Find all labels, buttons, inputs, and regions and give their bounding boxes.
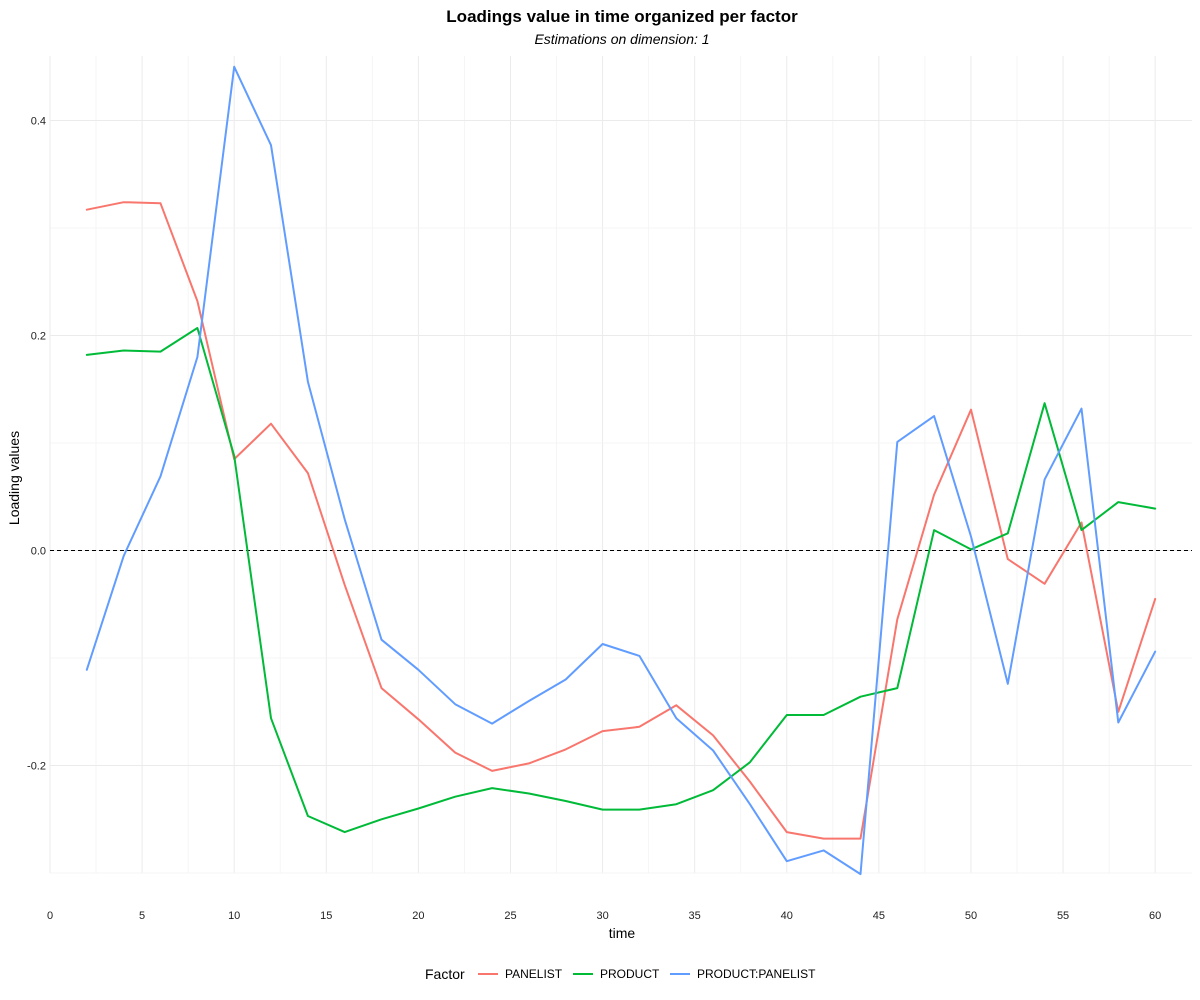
y-tick-label: 0.2 [31, 331, 46, 343]
x-tick-label: 40 [781, 910, 793, 922]
x-tick-label: 50 [965, 910, 977, 922]
x-tick-label: 55 [1057, 910, 1069, 922]
x-axis-label: time [609, 925, 636, 941]
x-tick-label: 20 [412, 910, 424, 922]
x-tick-label: 10 [228, 910, 240, 922]
legend-label-product-panelist: PRODUCT:PANELIST [697, 967, 816, 981]
series-line-product [85, 327, 1157, 834]
x-tick-label: 35 [689, 910, 701, 922]
y-tick-label: -0.2 [27, 761, 46, 773]
series-lines [85, 65, 1157, 876]
y-tick-label: 0.0 [31, 546, 46, 558]
y-axis-ticks: -0.2 0.0 0.2 0.4 [27, 116, 46, 773]
series-line-panelist [85, 201, 1157, 840]
x-tick-label: 15 [320, 910, 332, 922]
legend-label-panelist: PANELIST [505, 967, 563, 981]
series-line-product-panelist [85, 65, 1157, 876]
x-tick-label: 0 [47, 910, 53, 922]
chart-title: Loadings value in time organized per fac… [446, 7, 798, 26]
x-tick-label: 5 [139, 910, 145, 922]
y-tick-label: 0.4 [31, 116, 46, 128]
chart-subtitle: Estimations on dimension: 1 [534, 31, 709, 47]
y-axis-label: Loading values [6, 431, 22, 525]
legend-title: Factor [425, 966, 465, 982]
legend-label-product: PRODUCT [600, 967, 660, 981]
x-tick-label: 45 [873, 910, 885, 922]
legend: Factor PANELIST PRODUCT PRODUCT:PANELIST [425, 966, 816, 982]
x-tick-label: 60 [1149, 910, 1161, 922]
x-tick-label: 30 [596, 910, 608, 922]
x-axis-ticks: 0 5 10 15 20 25 30 35 40 45 50 55 60 [47, 910, 1161, 922]
x-tick-label: 25 [504, 910, 516, 922]
grid [49, 56, 1192, 874]
